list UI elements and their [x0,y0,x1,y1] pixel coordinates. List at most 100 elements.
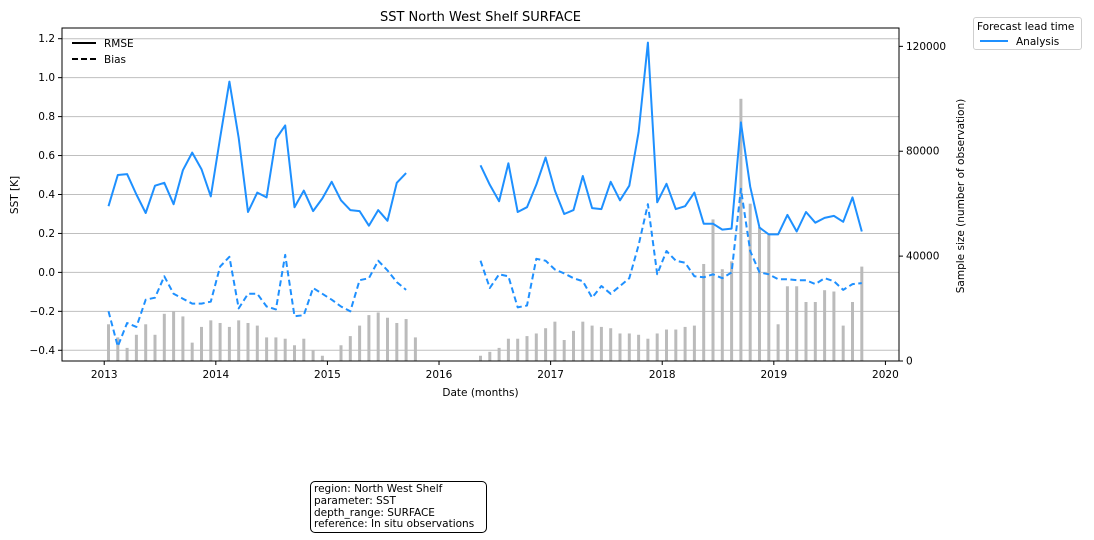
sample-size-bar [255,325,259,361]
analysis-label: Analysis [1016,36,1060,48]
sample-size-bar [395,322,399,361]
sample-size-bar [339,345,343,361]
lead-time-legend-entry: Analysis [980,36,1059,48]
y-tick-label: 1.0 [38,72,55,84]
sample-size-bars [107,98,864,361]
sample-size-bar [237,320,241,361]
sample-size-bar [218,322,222,361]
y2-tick-label: 40000 [906,251,939,263]
sample-size-bar [125,347,129,361]
y-axis-right: 0 40000 80000 120000 [899,41,946,368]
sample-size-bar [367,315,371,361]
sample-size-bar [553,321,557,361]
sample-size-bar [172,311,176,361]
sample-size-bar [506,338,510,361]
sample-size-bar [107,324,110,361]
y-tick-label: 0.8 [38,111,55,123]
sample-size-bar [609,328,613,361]
sample-size-bar [497,347,501,361]
sample-size-bar [590,325,594,361]
sample-size-bar [358,325,362,361]
style-legend: RMSE Bias [72,38,134,66]
x-tick-label: 2014 [202,369,229,381]
sample-size-bar [785,286,789,361]
y-tick-label: −0.4 [30,345,56,357]
sample-size-bar [134,334,138,361]
sample-size-bar [525,336,529,361]
metadata-parameter: parameter: SST [314,494,396,507]
sample-size-bar [386,317,389,361]
sample-size-bar [190,342,194,361]
x-axis: 2013 2014 2015 2016 2017 2018 2019 2020 [91,361,899,381]
series-line-rmse [107,41,863,236]
sample-size-bar [153,334,157,361]
sample-size-bar [320,355,324,361]
sample-size-bar [516,338,520,361]
sample-size-bar [618,333,622,361]
x-tick-label: 2017 [537,369,564,381]
y-tick-label: −0.2 [30,306,56,318]
y-tick-label: 0.4 [38,189,55,201]
metadata-depth-range: depth_range: SURFACE [314,506,435,519]
sample-size-bar [860,266,864,361]
lead-time-legend-title: Forecast lead time [977,21,1075,33]
sample-size-bar [227,326,231,361]
sample-size-bar [767,235,771,361]
sample-size-bar [293,345,296,361]
y-axis-label: SST [K] [9,176,21,214]
sample-size-bar [646,338,650,361]
analysis-swatch [980,40,1008,42]
sample-size-bar [841,325,845,361]
y-axis-left: −0.4 −0.2 0.0 0.2 0.4 0.6 0.8 1.0 1.2 [30,33,62,357]
sample-size-bar [683,326,687,361]
x-tick-label: 2015 [314,369,341,381]
sample-size-bar [832,291,836,361]
sample-size-bar [674,329,678,361]
sample-size-bar [627,333,631,361]
sample-size-bar [246,322,250,361]
grid-lines [62,38,899,351]
y2-tick-label: 120000 [906,41,946,53]
sample-size-bar [311,350,315,361]
sample-size-bar [599,326,603,361]
sample-size-bar [348,336,352,361]
sample-size-bar [274,337,278,361]
series-lines [107,41,863,348]
x-axis-label: Date (months) [442,387,518,399]
sample-size-bar [581,321,585,361]
sample-size-bar [376,312,380,361]
sample-size-bar [804,302,808,361]
x-tick-label: 2013 [91,369,118,381]
metadata-region: region: North West Shelf [314,483,443,495]
sample-size-bar [562,340,566,361]
sample-size-bar [758,227,761,361]
y-tick-label: 0.2 [38,228,55,240]
x-tick-label: 2019 [760,369,787,381]
sample-size-bar [209,320,213,361]
sample-size-bar [116,337,120,361]
sample-size-bar [181,316,185,361]
legend-bias-label: Bias [104,54,126,66]
sample-size-bar [748,203,752,361]
y-tick-label: 0.0 [38,267,55,279]
sample-size-bar [730,261,734,361]
sample-size-bar [479,355,482,361]
sample-size-bar [813,302,817,361]
sample-size-bar [534,333,538,361]
sample-size-bar [572,330,575,361]
sample-size-bar [488,351,492,361]
sample-size-bar [413,337,417,361]
sample-size-bar [692,325,696,361]
metadata-reference: reference: In situ observations [314,518,475,531]
sample-size-bar [823,290,827,361]
y2-tick-label: 0 [906,356,913,368]
y2-tick-label: 80000 [906,146,939,158]
sample-size-bar [544,328,548,361]
sample-size-bar [655,333,659,361]
y-tick-label: 1.2 [38,33,55,45]
sample-size-bar [665,329,668,361]
x-tick-label: 2016 [426,369,453,381]
sample-size-bar [795,286,799,361]
y2-axis-label: Sample size (number of observation) [955,99,967,293]
